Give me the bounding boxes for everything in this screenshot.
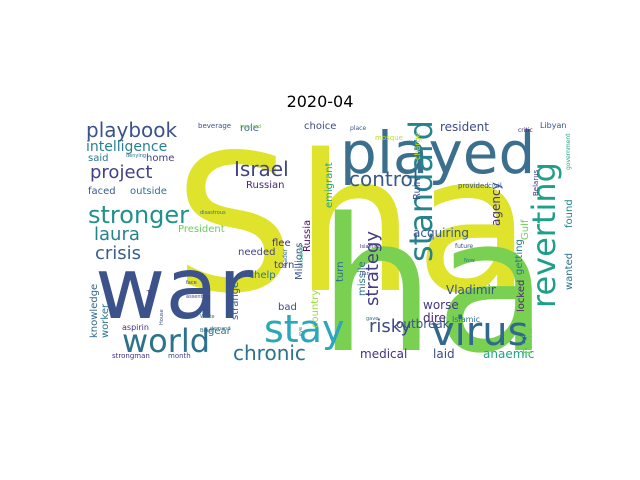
cloud-word: virus [431,309,528,355]
cloud-word: stay [264,307,344,351]
cloud-word: imposed [240,124,261,130]
cloud-word: bad [278,302,297,313]
cloud-word: gave [366,316,378,322]
cloud-word: getting [514,239,525,275]
cloud-word: faced [88,186,116,197]
cloud-word: outside [130,186,167,197]
cloud-word: demand [210,326,231,332]
cloud-word: strategy [362,231,383,306]
cloud-word: White [200,314,215,320]
cloud-word: dire [423,311,446,325]
cloud-word: war [95,239,254,339]
cloud-word: led [146,289,154,300]
cloud-word: standard [402,120,440,262]
cloud-word: chronic [233,341,306,365]
chart-title: 2020-04 [286,92,354,111]
cloud-word: eye [298,327,304,336]
cloud-word: missile [357,261,368,296]
cloud-word: laura [94,224,140,245]
cloud-word: agency [489,182,503,226]
cloud-word: critic [518,127,533,134]
cloud-word: ha [318,178,549,394]
cloud-word: Ruin [412,178,423,200]
cloud-word: turn [335,261,346,282]
cloud-word: emigrant [324,162,335,208]
cloud-word: strange [230,282,241,320]
cloud-word: worker [100,303,111,338]
cloud-word: Libyan [540,121,566,130]
cloud-word: worse [423,298,459,312]
cloud-word: needed [238,247,276,258]
cloud-word: Iran [360,271,370,277]
cloud-word: leader [282,248,289,268]
cloud-word: playbook [86,118,178,142]
cloud-word: resident [440,120,489,134]
cloud-word: civil [488,182,502,190]
cloud-word: allowed [298,245,305,268]
cloud-word: Sha [174,114,531,335]
cloud-word: locked [516,280,527,312]
cloud-word: government [565,133,572,170]
cloud-word: said [88,153,108,164]
cloud-word: Islamist [360,244,379,250]
cloud-word: role [240,123,259,134]
cloud-word: President [178,224,225,235]
cloud-word: flee [272,238,291,249]
cloud-word: project [90,162,152,183]
cloud-word: choice [304,121,336,132]
cloud-word: anaemic [483,347,534,361]
cloud-word: stronger [88,201,189,229]
cloud-word: face [186,280,197,286]
cloud-word: Millions [294,243,305,280]
cloud-word: Belarus [532,169,540,196]
cloud-word: House [159,309,165,325]
cloud-word: home [146,153,174,164]
cloud-word: assenting [186,294,210,300]
cloud-word: found [564,199,575,228]
cloud-word: Russian [246,180,285,191]
cloud-word: country [310,290,321,328]
cloud-word: Brazil [200,328,214,334]
cloud-word: help [254,270,276,281]
cloud-word: place [350,125,366,132]
cloud-word: strongman [112,352,150,360]
cloud-word: Tibia [521,327,535,357]
cloud-word: outbreak [396,317,450,331]
cloud-word: Vladimir [446,283,496,297]
cloud-word: medical [360,347,407,361]
cloud-word: crisis [95,243,141,264]
cloud-word: intelligence [86,139,167,155]
cloud-word: wanted [564,253,575,290]
cloud-word: disastrous [200,210,226,216]
cloud-word: torn [274,260,294,271]
cloud-word: Israel [234,157,289,181]
cloud-word: played [340,119,535,187]
cloud-word: aspirin [122,323,149,332]
cloud-word: Russia [302,220,313,252]
cloud-word: month [168,352,191,360]
cloud-word: control [349,167,418,191]
cloud-word: provided [458,182,489,190]
cloud-word: Gulf [520,219,531,240]
cloud-word: Islamic [452,315,480,324]
cloud-word: beverage [198,122,231,130]
cloud-word: denying [126,153,146,159]
cloud-word: world [122,322,210,360]
cloud-word: charge [413,132,422,160]
cloud-word: risky [369,316,412,337]
cloud-word: acquiring [413,226,469,240]
cloud-word: knowledge [89,284,100,338]
cloud-word: laid [433,347,455,361]
cloud-word: mosque [375,134,403,142]
cloud-word: reverting [525,162,563,308]
cloud-word: Now [464,258,475,264]
cloud-word: gear [208,326,232,337]
cloud-word: future [455,243,473,250]
